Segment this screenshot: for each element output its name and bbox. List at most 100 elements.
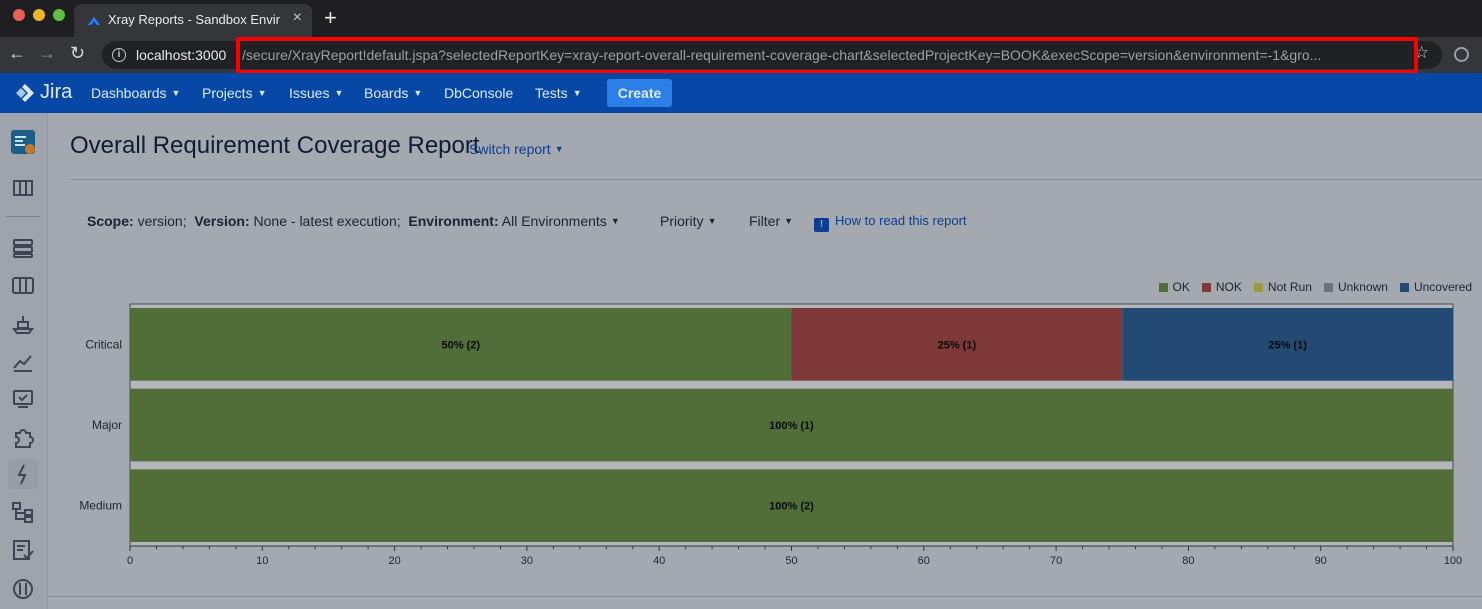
legend-item[interactable]: Unknown — [1323, 280, 1388, 294]
bar-segment — [130, 469, 1453, 542]
bar-segment — [130, 388, 1453, 462]
create-button[interactable]: Create — [607, 79, 672, 107]
window-close-button[interactable] — [13, 9, 25, 21]
legend-label: NOK — [1215, 280, 1242, 294]
x-tick-label: 90 — [1315, 555, 1327, 567]
x-tick-label: 40 — [653, 555, 665, 567]
data-label: 100% (1) — [769, 420, 814, 432]
x-tick-label: 100 — [1444, 555, 1462, 567]
x-tick-label: 20 — [388, 555, 400, 567]
sidebar-test-plan-icon[interactable] — [8, 535, 38, 565]
nav-issues[interactable]: Issues ▼ — [289, 85, 343, 101]
chevron-down-icon: ▼ — [413, 88, 423, 98]
legend-item[interactable]: OK — [1158, 280, 1190, 294]
sidebar-addons-icon[interactable] — [8, 422, 38, 452]
data-label: 50% (2) — [441, 339, 480, 351]
category-label: Major — [92, 418, 122, 432]
legend-swatch — [1201, 283, 1211, 292]
coverage-chart: OK NOK Not Run Unknown Uncovered Critical 50%… — [48, 278, 1482, 578]
project-sidebar — [0, 113, 48, 609]
environment-label: Environment: — [408, 213, 499, 229]
page-body: Overall Requirement Coverage Report Swit… — [0, 113, 1482, 609]
x-tick-label: 60 — [918, 555, 930, 567]
chevron-down-icon: ▼ — [572, 88, 582, 98]
tab-close-icon[interactable]: × — [292, 9, 302, 26]
browser-tab-bar: Xray Reports - Sandbox Enviro × + — [0, 0, 1482, 37]
profile-icon[interactable] — [1454, 47, 1469, 62]
nav-issues-label: Issues — [289, 85, 330, 101]
legend-label: OK — [1172, 280, 1190, 294]
legend-item[interactable]: NOK — [1201, 280, 1242, 294]
help-comment-icon: ! — [814, 218, 829, 232]
legend-item[interactable]: Not Run — [1253, 280, 1312, 294]
bar-segment — [130, 308, 792, 381]
nav-dbconsole[interactable]: DbConsole — [444, 85, 513, 101]
sidebar-backlog-icon[interactable] — [8, 233, 38, 263]
switch-report-label: Switch report — [469, 141, 551, 157]
data-label: 100% (2) — [769, 501, 814, 513]
environment-value: All Environments — [501, 213, 607, 229]
jira-top-nav: Jira Dashboards ▼ Projects ▼ Issues ▼ Board… — [0, 73, 1482, 113]
priority-dropdown[interactable]: Priority ▼ — [660, 213, 716, 229]
browser-toolbar: ← → ↻ i localhost:3000 /secure/XrayRepor… — [0, 37, 1482, 73]
how-to-read-link[interactable]: ! How to read this report — [814, 213, 967, 232]
window-minimize-button[interactable] — [33, 9, 45, 21]
switch-report-link[interactable]: Switch report ▼ — [469, 141, 564, 157]
category-label: Medium — [79, 499, 122, 513]
priority-label: Priority — [660, 213, 704, 229]
scope-label: Scope: — [87, 213, 134, 229]
data-label: 25% (1) — [1268, 339, 1307, 351]
sidebar-test-icon[interactable] — [8, 384, 38, 414]
legend-label: Unknown — [1337, 280, 1388, 294]
sidebar-columns-icon[interactable] — [8, 271, 38, 301]
nav-boards[interactable]: Boards ▼ — [364, 85, 422, 101]
main-content: Overall Requirement Coverage Report Swit… — [48, 113, 1482, 609]
legend-swatch — [1399, 283, 1409, 292]
nav-tests-label: Tests — [535, 85, 568, 101]
window-maximize-button[interactable] — [53, 9, 65, 21]
legend-item[interactable]: Uncovered — [1399, 280, 1472, 294]
x-tick-label: 80 — [1182, 555, 1194, 567]
nav-boards-label: Boards — [364, 85, 409, 101]
sidebar-xray-icon[interactable] — [8, 459, 38, 489]
jira-wordmark[interactable]: Jira — [40, 81, 73, 103]
nav-projects[interactable]: Projects ▼ — [202, 85, 267, 101]
x-tick-label: 50 — [785, 555, 797, 567]
bottom-divider — [48, 596, 1482, 597]
chevron-down-icon: ▼ — [554, 144, 564, 154]
site-info-icon[interactable]: i — [112, 48, 126, 62]
project-avatar[interactable] — [8, 127, 38, 157]
xray-favicon-icon — [88, 17, 100, 25]
new-tab-icon[interactable]: + — [324, 5, 337, 30]
filter-dropdown[interactable]: Filter ▼ — [749, 213, 793, 229]
nav-tests[interactable]: Tests ▼ — [535, 85, 582, 101]
sidebar-repository-icon[interactable] — [8, 573, 38, 603]
sidebar-reports-icon[interactable] — [8, 347, 38, 377]
browser-tab[interactable]: Xray Reports - Sandbox Enviro × — [74, 4, 312, 37]
coverage-chart-svg: Critical 50% (2) 25% (1) 25% (1) Major 100% (… — [79, 303, 1462, 567]
back-arrow-icon[interactable]: ← — [8, 43, 26, 63]
address-bar[interactable]: i localhost:3000 /secure/XrayReport!defa… — [102, 41, 1442, 69]
nav-dashboards-label: Dashboards — [91, 85, 167, 101]
chevron-down-icon: ▼ — [257, 88, 267, 98]
how-to-read-label: How to read this report — [835, 213, 967, 228]
environment-dropdown[interactable]: All Environments ▼ — [502, 213, 620, 229]
filter-label: Filter — [749, 213, 781, 229]
forward-arrow-icon[interactable]: → — [38, 43, 56, 63]
page-title: Overall Requirement Coverage Report — [70, 132, 480, 159]
reload-icon[interactable]: ↻ — [70, 43, 86, 63]
sidebar-traceability-icon[interactable] — [8, 497, 38, 527]
data-label: 25% (1) — [938, 339, 977, 351]
jira-logo-icon[interactable] — [14, 83, 36, 103]
x-tick-label: 70 — [1050, 555, 1062, 567]
sidebar-board-icon[interactable] — [8, 173, 38, 203]
tab-title: Xray Reports - Sandbox Enviro — [108, 12, 280, 27]
legend-label: Not Run — [1267, 280, 1312, 294]
scope-value: version; — [137, 213, 187, 229]
chart-legend: OK NOK Not Run Unknown Uncovered — [1147, 280, 1472, 294]
version-label: Version: — [194, 213, 250, 229]
sidebar-releases-icon[interactable] — [8, 309, 38, 339]
legend-swatch — [1253, 283, 1263, 292]
chevron-down-icon: ▼ — [610, 216, 620, 226]
nav-dashboards[interactable]: Dashboards ▼ — [91, 85, 180, 101]
